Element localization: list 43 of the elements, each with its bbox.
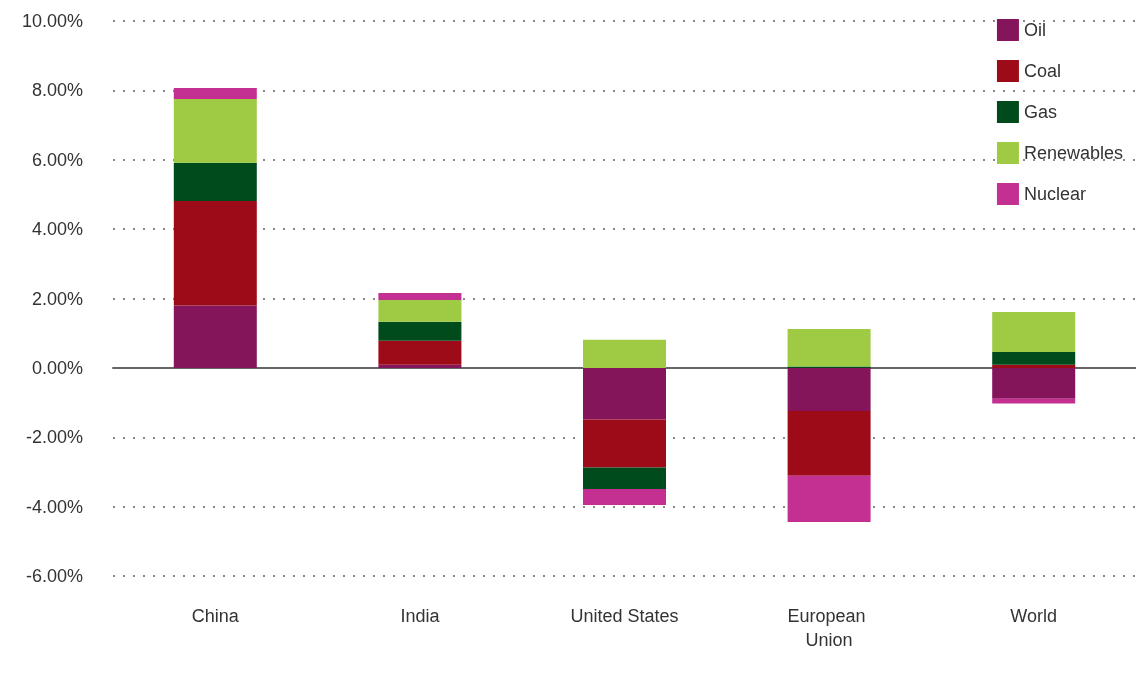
- legend-label: Renewables: [1023, 143, 1123, 163]
- y-tick-label: 10.00%: [21, 11, 83, 31]
- y-tick-label: -6.00%: [25, 566, 83, 586]
- bar: [173, 162, 257, 202]
- y-tick-label: 8.00%: [31, 80, 83, 101]
- bar: [992, 398, 1076, 404]
- bar: [787, 329, 871, 367]
- bar: [173, 99, 257, 163]
- x-tick-label: World: [1010, 606, 1058, 626]
- bar: [583, 488, 666, 505]
- legend-label: Oil: [1023, 20, 1046, 40]
- x-tick-label: United States: [570, 606, 679, 626]
- y-tick-label: 6.00%: [31, 149, 83, 170]
- bar: [583, 419, 666, 468]
- bar: [787, 410, 871, 476]
- bar: [173, 201, 257, 306]
- bar: [787, 367, 871, 411]
- bar: [378, 321, 462, 341]
- legend-label: Gas: [1023, 102, 1057, 122]
- bar: [992, 312, 1076, 352]
- bar: [992, 364, 1076, 368]
- bar: [992, 351, 1076, 365]
- y-tick-label: 0.00%: [31, 357, 83, 378]
- bar: [583, 367, 666, 420]
- y-tick-label: -4.00%: [25, 496, 83, 517]
- bar: [992, 367, 1076, 399]
- x-tick-label: China: [191, 606, 240, 626]
- bar: [378, 292, 462, 300]
- bar: [583, 467, 666, 489]
- legend-label: Nuclear: [1023, 184, 1086, 204]
- bar: [378, 299, 462, 322]
- x-tick-label: European Union: [787, 606, 871, 650]
- y-tick-label: -2.00%: [25, 427, 83, 448]
- bar: [378, 340, 462, 365]
- bar: [173, 305, 257, 368]
- bar: [173, 87, 257, 100]
- legend-label: Coal: [1023, 61, 1061, 81]
- bar: [787, 475, 871, 522]
- x-tick-label: India: [400, 606, 441, 626]
- y-tick-label: 2.00%: [31, 288, 83, 309]
- bar: [378, 364, 462, 368]
- bar: [583, 339, 666, 368]
- y-tick-label: 4.00%: [31, 219, 83, 240]
